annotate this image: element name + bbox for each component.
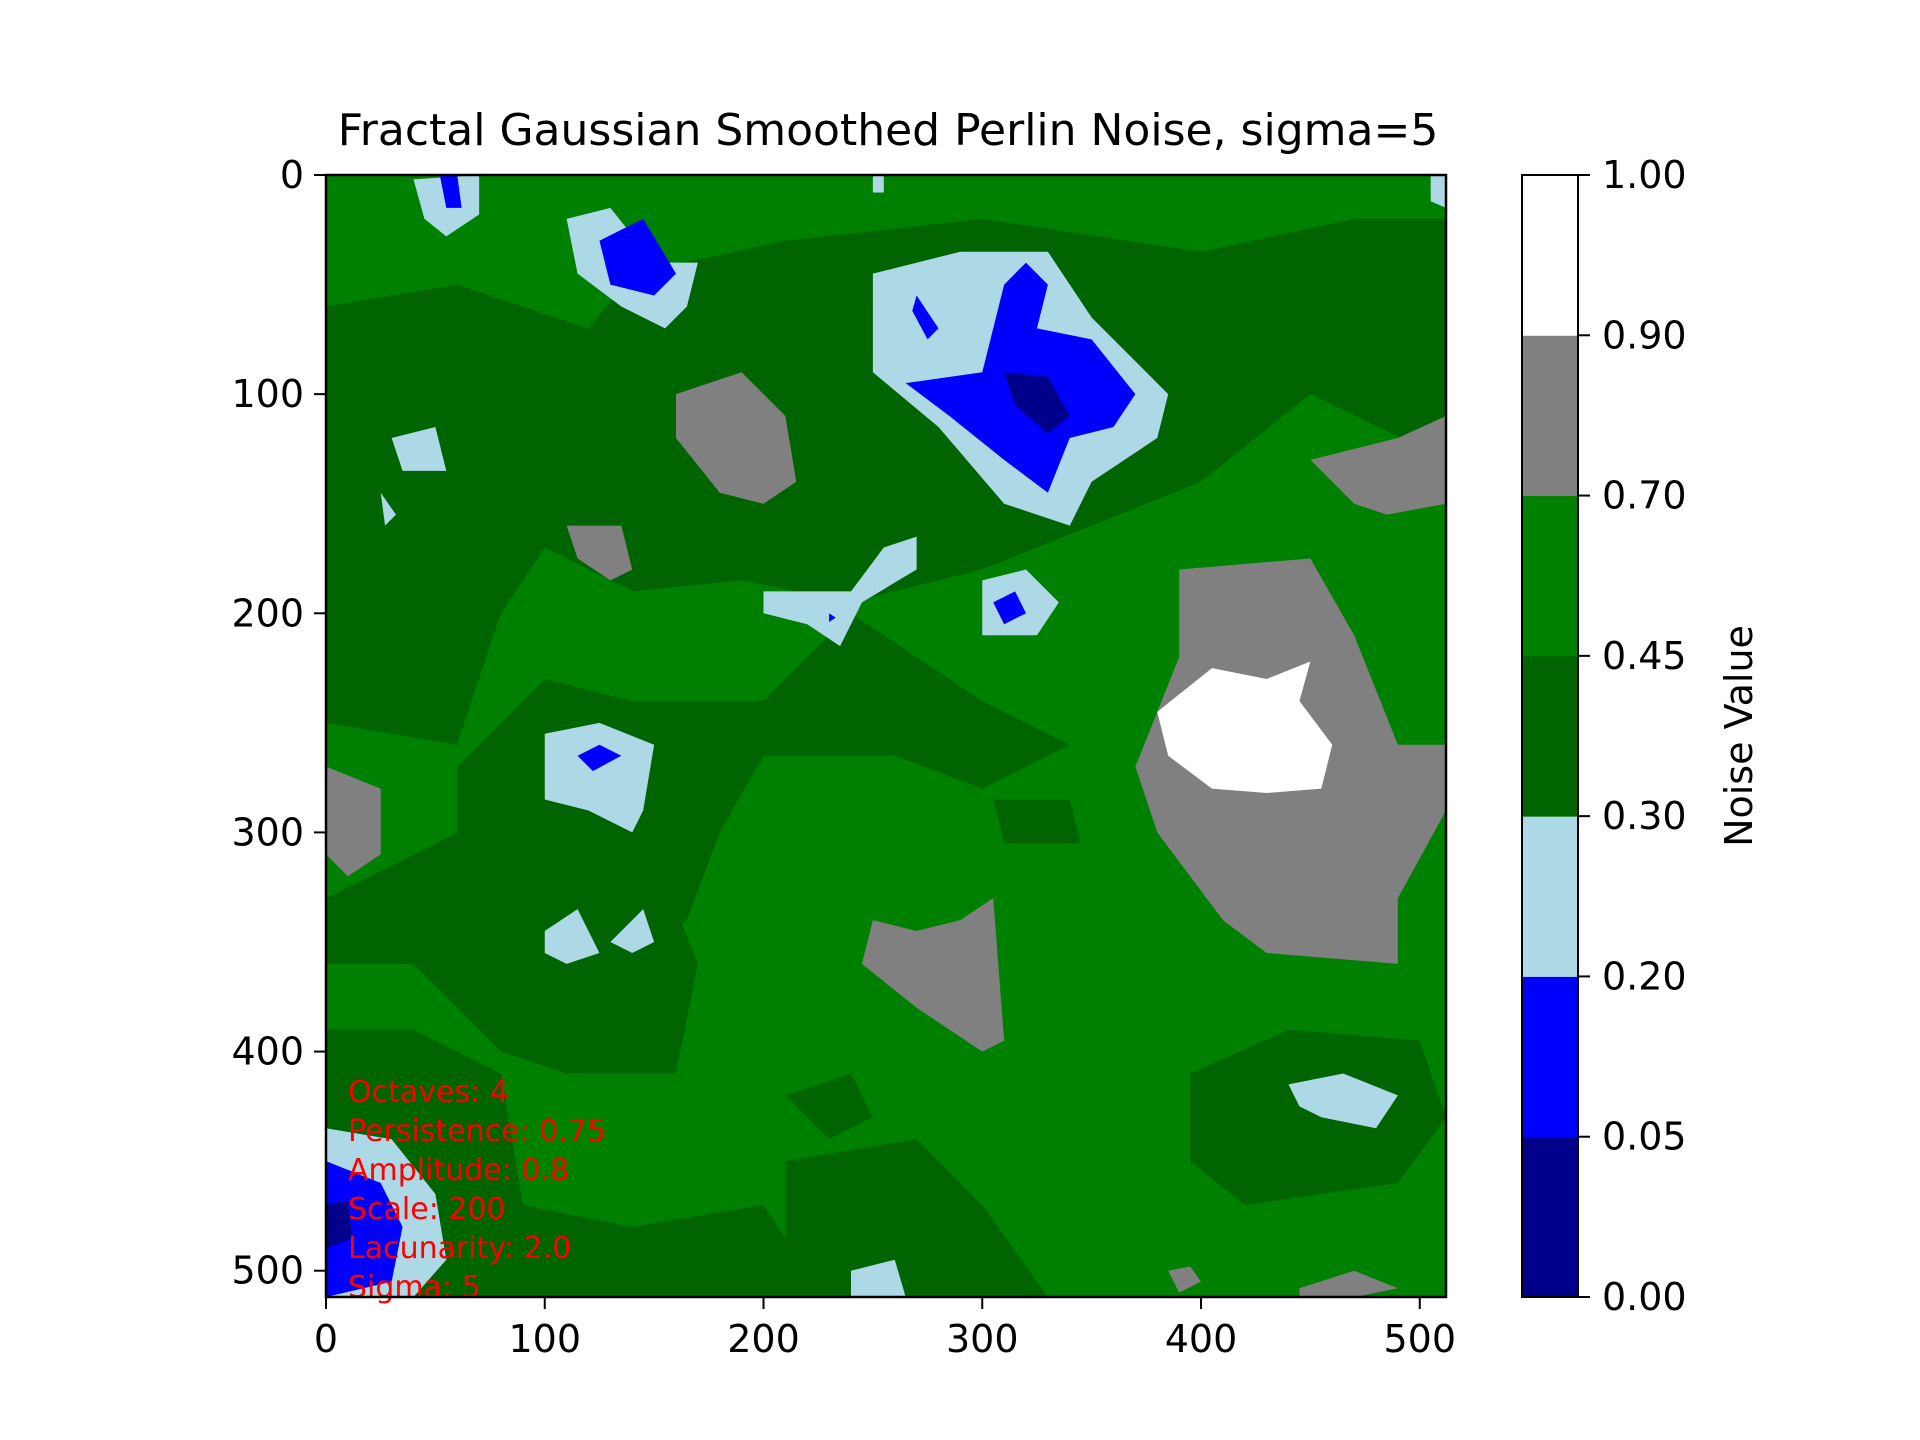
colorbar: 0.00 0.05 0.20 0.30 0.45 0.70 0.90 1.00 Noise V…: [1521, 153, 1761, 1319]
contour-region-38: [577, 744, 622, 772]
y-tick-label: 200: [231, 591, 304, 635]
plot-frame: [324, 173, 1448, 1299]
contour-region-24: [544, 722, 655, 833]
annotation-sigma: Sigma: 5: [348, 1270, 481, 1305]
contour-region-4: [785, 1139, 1048, 1297]
colorbar-segment-6: [1522, 175, 1578, 336]
x-tick-label: 0: [314, 1317, 338, 1361]
contour-region-0: [326, 218, 1446, 745]
contour-region-14: [1168, 1266, 1201, 1293]
colorbar-tick-label: 0.90: [1602, 313, 1687, 357]
contour-region-16: [1157, 661, 1333, 793]
y-tick-label: 300: [231, 810, 304, 854]
colorbar-segments: [1522, 175, 1578, 1298]
contour-region-39: [326, 1161, 403, 1297]
contour-region-29: [851, 1259, 906, 1297]
annotation-lacunarity: Lacunarity: 2.0: [348, 1231, 571, 1266]
colorbar-tick-label: 0.45: [1602, 634, 1687, 678]
heatmap-image: [326, 175, 1446, 1297]
contour-region-25: [544, 909, 600, 964]
x-tick-label: 400: [1165, 1317, 1238, 1361]
colorbar-ticks: 0.00 0.05 0.20 0.30 0.45 0.70 0.90 1.00: [1578, 153, 1687, 1319]
contour-region-2: [326, 832, 698, 1074]
colorbar-frame: [1521, 174, 1579, 1298]
contour-region-26: [610, 909, 655, 953]
annotation-scale: Scale: 200: [348, 1192, 506, 1227]
contour-region-36: [993, 591, 1026, 625]
x-tick-label: 200: [727, 1317, 800, 1361]
x-tick-label: 500: [1383, 1317, 1456, 1361]
chart-title: Fractal Gaussian Smoothed Perlin Noise, …: [338, 105, 1439, 156]
colorbar-segment-1: [1522, 976, 1578, 1138]
colorbar-label: Noise Value: [1717, 625, 1761, 847]
annotation-amplitude: Amplitude: 0.8: [348, 1153, 569, 1188]
y-tick-label: 400: [231, 1030, 304, 1074]
contour-region-6: [785, 1073, 873, 1140]
contour-region-10: [326, 766, 381, 877]
x-tick-label: 100: [508, 1317, 581, 1361]
contour-region-20: [391, 427, 447, 471]
contour-region-30: [1430, 175, 1446, 208]
annotation-persistence: Persistence: 0.75: [348, 1114, 606, 1149]
contour-region-21: [380, 492, 396, 526]
colorbar-tick-label: 0.05: [1602, 1115, 1687, 1159]
contour-region-35: [439, 175, 462, 208]
y-tick-label: 100: [231, 372, 304, 416]
contour-region-34: [912, 295, 939, 340]
colorbar-tick-label: 0.20: [1602, 954, 1687, 998]
contour-region-8: [676, 372, 797, 504]
colorbar-segment-0: [1522, 1136, 1578, 1298]
heatmap-contour-regions: [326, 175, 1446, 1297]
annotation-octaves: Octaves: 4: [348, 1075, 509, 1110]
y-tick-label: 0: [280, 153, 304, 197]
x-tick-label: 300: [946, 1317, 1019, 1361]
contour-region-22: [763, 536, 917, 647]
colorbar-tick-label: 0.30: [1602, 794, 1687, 838]
contour-region-15: [1299, 1270, 1398, 1297]
y-tick-label: 500: [231, 1249, 304, 1293]
colorbar-tick-label: 0.70: [1602, 474, 1687, 518]
parameter-annotation: Octaves: 4 Persistence: 0.75 Amplitude: …: [348, 1075, 606, 1305]
contour-region-9: [566, 525, 633, 581]
contour-region-12: [1310, 416, 1446, 515]
x-axis: 0 100 200 300 400 500: [314, 1297, 1456, 1361]
heatmap-plot: Octaves: 4 Persistence: 0.75 Amplitude: …: [231, 153, 1456, 1361]
contour-region-37: [829, 613, 836, 623]
colorbar-segment-4: [1522, 495, 1578, 657]
colorbar-segment-5: [1522, 335, 1578, 497]
contour-region-41: [326, 1200, 353, 1249]
colorbar-tick-label: 0.00: [1602, 1275, 1687, 1319]
colorbar-segment-3: [1522, 655, 1578, 817]
contour-region-40: [1004, 372, 1070, 434]
contour-region-3: [326, 1029, 808, 1297]
y-axis: 0 100 200 300 400 500: [231, 153, 326, 1293]
contour-region-27: [1288, 1073, 1398, 1129]
colorbar-segment-2: [1522, 816, 1578, 977]
colorbar-tick-label: 1.00: [1602, 153, 1687, 197]
contour-region-32: [599, 218, 676, 296]
contour-region-5: [1190, 1029, 1446, 1205]
contour-region-7: [993, 799, 1081, 844]
contour-region-13: [861, 898, 1005, 1052]
contour-region-31: [872, 175, 884, 193]
